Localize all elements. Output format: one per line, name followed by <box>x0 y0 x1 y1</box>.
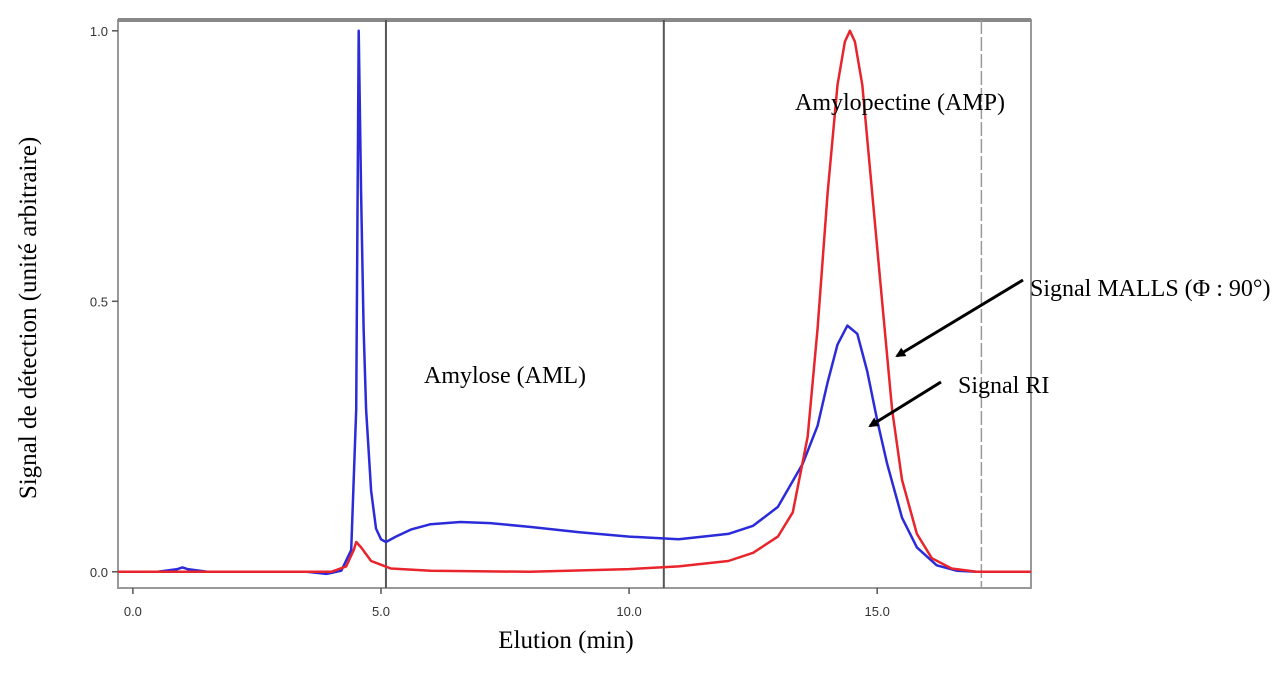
series-layer <box>118 29 1031 576</box>
x-tick-label: 10.0 <box>616 604 641 619</box>
annotation-ri: Signal RI <box>958 373 1049 399</box>
annotation-amylopectine: Amylopectine (AMP) <box>795 90 1005 116</box>
x-tick-label: 5.0 <box>372 604 390 619</box>
x-axis-title: Elution (min) <box>498 627 633 654</box>
series-line-0 <box>118 29 1031 576</box>
annotation-malls: Signal MALLS (Φ : 90°) <box>1030 276 1270 302</box>
y-axis-title: Signal de détection (unité arbitraire) <box>15 137 42 499</box>
x-tick-label: 0.0 <box>124 604 142 619</box>
axis-ticks: 0.0 5.0 10.0 15.0 0.0 0.5 1.0 <box>90 24 890 619</box>
arrow-malls <box>895 278 1024 358</box>
y-tick-label: 0.5 <box>90 294 108 309</box>
x-tick-label: 15.0 <box>865 604 890 619</box>
annotation-amylose: Amylose (AML) <box>424 363 586 389</box>
arrow-ri <box>868 380 942 428</box>
y-tick-label: 0.0 <box>90 565 108 580</box>
series-line-1 <box>118 29 1031 574</box>
y-tick-label: 1.0 <box>90 24 108 39</box>
